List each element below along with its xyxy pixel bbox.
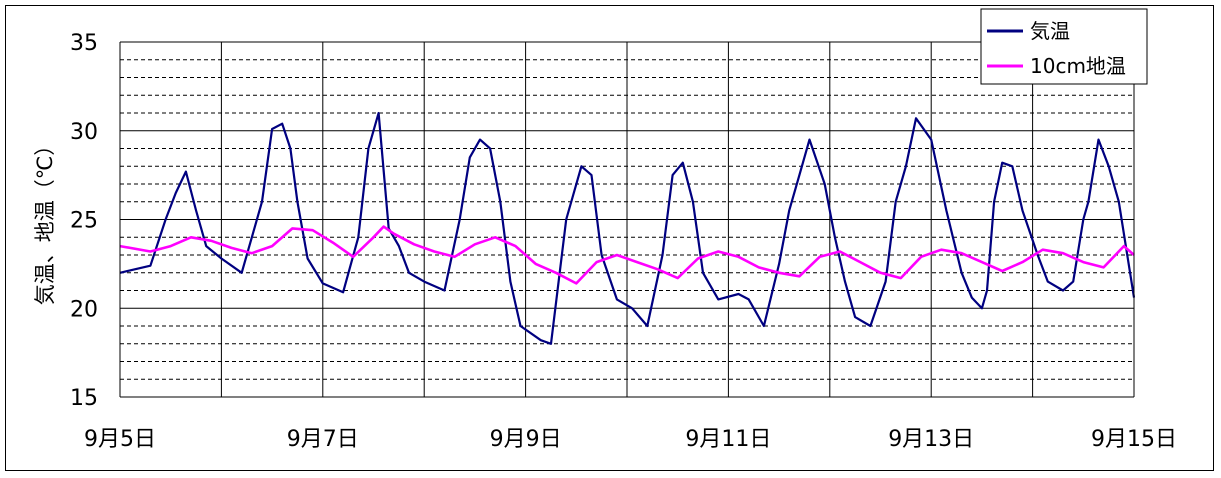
x-tick-label: 9月9日 bbox=[490, 427, 562, 452]
legend-label-air-temp: 気温 bbox=[1030, 19, 1070, 43]
legend-label-soil-temp: 10cm地温 bbox=[1030, 54, 1126, 78]
series-lines bbox=[119, 111, 1136, 345]
tick-labels: 15 20 25 30 35 9月5日 9月7日 9月9日 9月11日 9月13日 9月15日 bbox=[70, 31, 1177, 452]
x-tick-label: 9月7日 bbox=[287, 427, 359, 452]
x-tick-label: 9月13日 bbox=[888, 427, 974, 452]
y-tick-label: 25 bbox=[70, 209, 98, 234]
grid-lines bbox=[120, 41, 1134, 397]
axes bbox=[119, 42, 1135, 398]
y-tick-label: 30 bbox=[70, 120, 98, 145]
x-tick-label: 9月5日 bbox=[84, 427, 156, 452]
x-tick-label: 9月15日 bbox=[1091, 427, 1177, 452]
y-axis-label: 気温、地温（℃） bbox=[33, 135, 57, 306]
y-tick-label: 20 bbox=[70, 297, 98, 322]
y-tick-label: 35 bbox=[70, 31, 98, 56]
legend-box bbox=[980, 8, 1148, 85]
legend: 気温 10cm地温 bbox=[980, 8, 1148, 85]
y-tick-label: 15 bbox=[70, 386, 98, 411]
soil-temp-line bbox=[119, 225, 1135, 285]
x-tick-label: 9月11日 bbox=[685, 427, 771, 452]
air-temp-line bbox=[119, 111, 1136, 345]
